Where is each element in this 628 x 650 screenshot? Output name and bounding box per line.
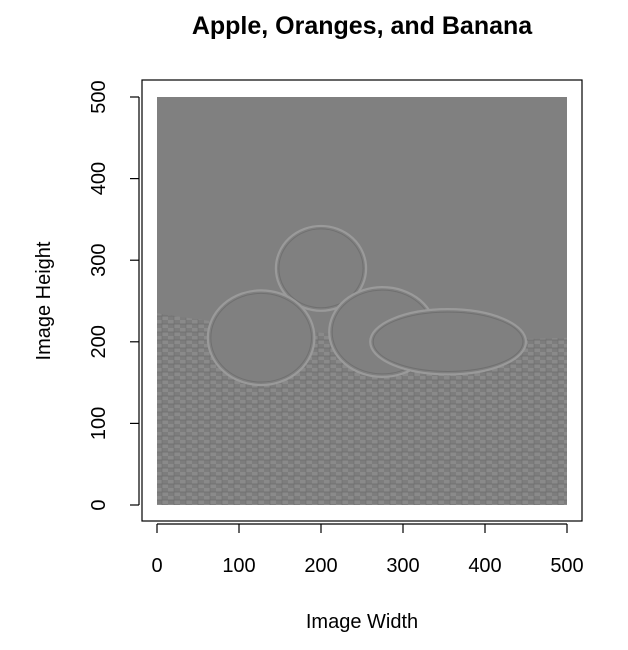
x-tick-label: 500 xyxy=(550,555,583,577)
y-tick-label: 0 xyxy=(88,499,110,510)
x-axis: 0 100 200 300 400 500 xyxy=(151,523,584,577)
chart-title: Apple, Oranges, and Banana xyxy=(192,12,533,40)
y-tick-label: 500 xyxy=(88,80,110,113)
orange-top xyxy=(274,224,368,312)
x-tick-label: 0 xyxy=(151,555,162,577)
y-tick-label: 200 xyxy=(88,325,110,358)
x-tick-label: 300 xyxy=(386,555,419,577)
x-tick-label: 400 xyxy=(468,555,501,577)
y-tick-label: 300 xyxy=(88,244,110,277)
x-axis-label: Image Width xyxy=(306,611,418,633)
y-axis: 0 100 200 300 400 500 xyxy=(88,80,140,511)
y-tick-label: 100 xyxy=(88,407,110,440)
apple-left xyxy=(206,289,316,387)
plot-frame xyxy=(141,79,583,522)
y-axis-label: Image Height xyxy=(33,241,55,360)
image-raster xyxy=(157,97,567,505)
x-tick-label: 100 xyxy=(222,555,255,577)
y-tick-label: 400 xyxy=(88,162,110,195)
x-tick-label: 200 xyxy=(304,555,337,577)
banana xyxy=(369,308,528,376)
